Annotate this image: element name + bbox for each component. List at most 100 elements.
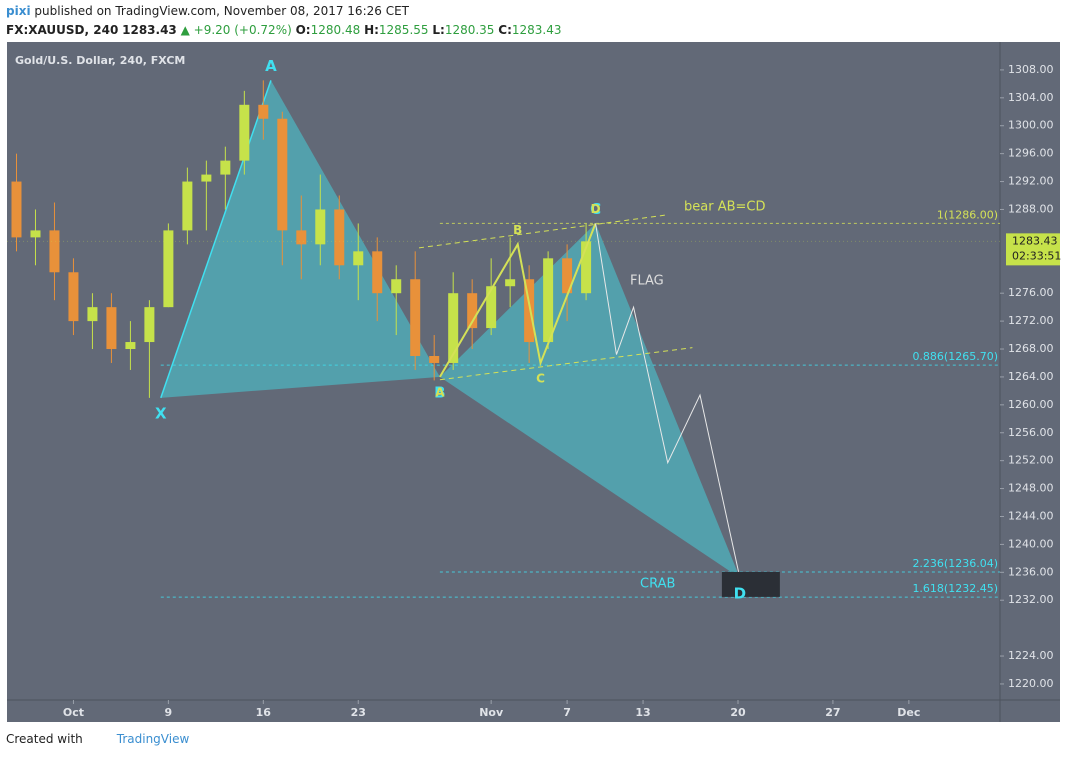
candle-body <box>30 230 41 238</box>
candle-body <box>524 279 535 343</box>
pattern-label: D <box>591 202 601 216</box>
pattern-leg <box>160 80 272 399</box>
y-tick-label: 1224.00 <box>1008 649 1054 662</box>
candle-body <box>125 342 136 350</box>
candle-body <box>49 230 60 273</box>
ohlc-key: H: <box>364 23 379 37</box>
header: pixi published on TradingView.com, Novem… <box>6 2 562 40</box>
y-tick-label: 1304.00 <box>1008 91 1054 104</box>
candle-body <box>239 104 250 161</box>
ohlc-value: 1283.43 <box>511 23 562 37</box>
candle-body <box>486 286 497 329</box>
y-tick-label: 1232.00 <box>1008 593 1054 606</box>
pattern-label: C <box>590 200 601 218</box>
countdown-label: 02:33:51 <box>1012 249 1061 262</box>
candle-body <box>296 230 307 245</box>
y-tick-label: 1220.00 <box>1008 677 1054 690</box>
y-tick-label: 1276.00 <box>1008 286 1054 299</box>
brand[interactable]: TradingView <box>116 732 190 746</box>
candle-body <box>372 251 383 294</box>
candle-body <box>562 258 573 294</box>
published: published on TradingView.com, November 0… <box>34 4 409 18</box>
x-tick-label: 20 <box>730 706 746 719</box>
candle-body <box>277 118 288 231</box>
footer: Created with TradingView <box>6 732 189 746</box>
ohlc-key: C: <box>498 23 512 37</box>
candle-body <box>201 174 212 182</box>
candle-body <box>144 307 155 343</box>
candle-body <box>315 209 326 245</box>
fib-label: 1.618(1232.45) <box>912 582 998 595</box>
candle-body <box>429 355 440 363</box>
created: Created with <box>6 732 83 746</box>
y-tick-label: 1260.00 <box>1008 398 1054 411</box>
y-tick-label: 1288.00 <box>1008 202 1054 215</box>
target-box <box>721 571 780 597</box>
y-tick-label: 1236.00 <box>1008 565 1054 578</box>
candle-body <box>87 307 98 322</box>
y-tick-label: 1268.00 <box>1008 342 1054 355</box>
fib-label: 2.236(1236.04) <box>912 557 998 570</box>
abcd-line <box>439 223 597 378</box>
channel-line <box>418 214 666 249</box>
change: ▲ +9.20 (+0.72%) <box>180 23 292 37</box>
candle-body <box>106 307 117 350</box>
projection-path <box>595 223 741 578</box>
candle-body <box>220 160 231 175</box>
y-tick-label: 1300.00 <box>1008 119 1054 132</box>
candle-body <box>505 279 516 287</box>
author: pixi <box>6 4 31 18</box>
last-price-box <box>1006 233 1060 266</box>
y-tick-label: 1248.00 <box>1008 482 1054 495</box>
candle-body <box>68 272 79 322</box>
pattern-label: C <box>536 371 545 385</box>
fib-label: 1(1286.00) <box>937 208 998 221</box>
pattern-label: B <box>513 223 522 237</box>
y-tick-label: 1240.00 <box>1008 537 1054 550</box>
fib-label: 0.886(1265.70) <box>912 350 998 363</box>
candle-body <box>353 251 364 266</box>
pattern-label: B <box>434 383 445 401</box>
channel-line <box>439 347 693 381</box>
candle-body <box>410 279 421 356</box>
x-tick-label: Nov <box>479 706 504 719</box>
pattern-label: A <box>435 385 445 399</box>
y-tick-label: 1256.00 <box>1008 426 1054 439</box>
x-tick-label: 23 <box>351 706 366 719</box>
y-tick-label: 1244.00 <box>1008 509 1054 522</box>
y-tick-label: 1292.00 <box>1008 175 1054 188</box>
last-price-label: 1283.43 <box>1012 234 1058 247</box>
ohlc-value: 1280.35 <box>444 23 495 37</box>
pattern-label: A <box>265 57 277 75</box>
candle-body <box>163 230 174 308</box>
ohlc: O:1280.48 H:1285.55 L:1280.35 C:1283.43 <box>296 23 562 37</box>
ohlc-key: O: <box>295 23 311 37</box>
pattern-label: X <box>155 404 167 422</box>
y-tick-label: 1252.00 <box>1008 454 1054 467</box>
x-tick-label: 27 <box>825 706 840 719</box>
pattern-area <box>439 223 740 578</box>
x-tick-label: 7 <box>563 706 571 719</box>
candle-body <box>182 181 193 231</box>
annotation: bear AB=CD <box>684 200 766 215</box>
candle-body <box>391 279 402 294</box>
candle-body <box>448 293 459 363</box>
symbol: FX:XAUUSD, 240 <box>6 23 119 37</box>
annotation: CRAB <box>640 577 675 592</box>
y-tick-label: 1296.00 <box>1008 147 1054 160</box>
y-tick-label: 1272.00 <box>1008 314 1054 327</box>
ohlc-key: L: <box>432 23 445 37</box>
x-tick-label: Dec <box>897 706 920 719</box>
candle-body <box>467 293 478 329</box>
candle-body <box>543 258 554 343</box>
pattern-label: D <box>734 584 746 602</box>
last: 1283.43 <box>122 23 177 37</box>
y-tick-label: 1264.00 <box>1008 370 1054 383</box>
y-tick-label: 1308.00 <box>1008 63 1054 76</box>
candle-body <box>581 241 592 294</box>
candle-body <box>334 209 345 266</box>
header-line: pixi published on TradingView.com, Novem… <box>6 2 562 21</box>
chart-title: Gold/U.S. Dollar, 240, FXCM <box>15 54 185 67</box>
x-tick-label: 13 <box>635 706 650 719</box>
